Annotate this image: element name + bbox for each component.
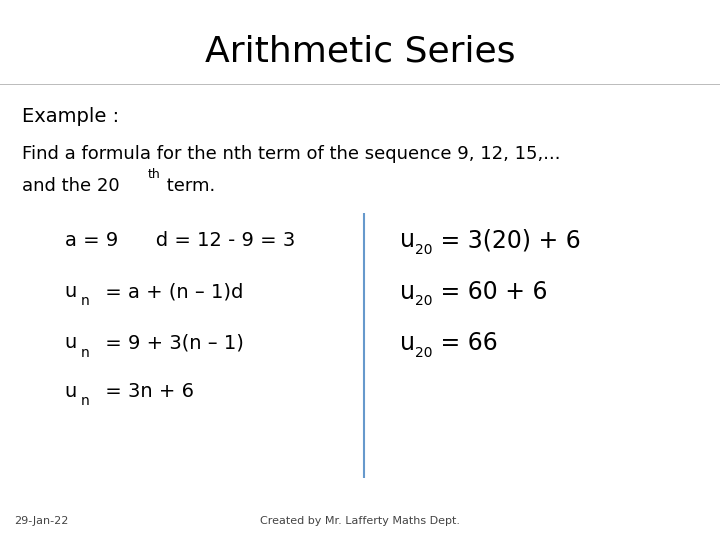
- Text: u: u: [400, 228, 415, 252]
- Text: n: n: [81, 394, 89, 408]
- Text: and the 20: and the 20: [22, 177, 120, 195]
- Text: Arithmetic Series: Arithmetic Series: [204, 35, 516, 68]
- Text: = 3n + 6: = 3n + 6: [99, 382, 194, 401]
- Text: term.: term.: [161, 177, 215, 195]
- Text: 20: 20: [415, 294, 433, 308]
- Text: n: n: [81, 294, 89, 308]
- Text: 29-Jan-22: 29-Jan-22: [14, 516, 69, 526]
- Text: = 66: = 66: [433, 331, 498, 355]
- Text: = a + (n – 1)d: = a + (n – 1)d: [99, 282, 243, 301]
- Text: Find a formula for the nth term of the sequence 9, 12, 15,...: Find a formula for the nth term of the s…: [22, 145, 560, 163]
- Text: n: n: [81, 346, 89, 360]
- Text: Example :: Example :: [22, 106, 119, 126]
- Text: u: u: [400, 331, 415, 355]
- Text: = 9 + 3(n – 1): = 9 + 3(n – 1): [99, 333, 243, 353]
- Text: 20: 20: [415, 243, 433, 257]
- Text: u: u: [400, 280, 415, 303]
- Text: = 3(20) + 6: = 3(20) + 6: [433, 228, 581, 252]
- Text: = 60 + 6: = 60 + 6: [433, 280, 548, 303]
- Text: Created by Mr. Lafferty Maths Dept.: Created by Mr. Lafferty Maths Dept.: [260, 516, 460, 526]
- Text: u: u: [65, 282, 77, 301]
- Text: 20: 20: [415, 346, 433, 360]
- Text: u: u: [65, 333, 77, 353]
- Text: a = 9      d = 12 - 9 = 3: a = 9 d = 12 - 9 = 3: [65, 231, 295, 250]
- Text: u: u: [65, 382, 77, 401]
- Text: th: th: [148, 168, 161, 181]
